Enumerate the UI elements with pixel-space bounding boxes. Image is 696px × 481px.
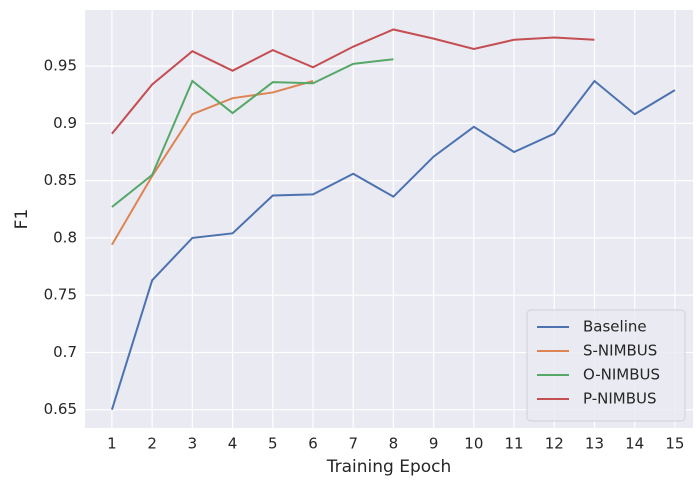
y-tick-label: 0.9 [53, 114, 77, 132]
x-tick-label: 10 [464, 435, 483, 453]
series-line [110, 79, 676, 410]
x-tick-label: 6 [308, 435, 318, 453]
legend-label: P-NIMBUS [583, 390, 657, 408]
x-axis-label: Training Epoch [326, 457, 452, 477]
x-tick-label: 8 [389, 435, 399, 453]
x-tick-label: 9 [429, 435, 439, 453]
x-tick-label: 4 [228, 435, 238, 453]
y-axis-label: F1 [12, 209, 32, 230]
x-tick-label: 5 [268, 435, 278, 453]
series-line [111, 80, 314, 246]
legend-label: Baseline [583, 318, 647, 336]
x-tick-label: 12 [545, 435, 564, 453]
y-tick-label: 0.85 [44, 171, 77, 189]
y-tick-label: 0.95 [44, 57, 77, 75]
y-tick-label: 0.8 [53, 228, 77, 246]
x-tick-label: 14 [625, 435, 644, 453]
y-tick-label: 0.65 [44, 400, 77, 418]
y-tick-label: 0.75 [44, 286, 77, 304]
x-tick-label: 1 [107, 435, 117, 453]
x-tick-label: 7 [348, 435, 358, 453]
series-line [111, 28, 595, 135]
x-tick-label: 2 [147, 435, 157, 453]
x-tick-label: 11 [505, 435, 524, 453]
x-tick-label: 13 [585, 435, 604, 453]
legend-box [526, 309, 686, 422]
legend-label: S-NIMBUS [583, 342, 657, 360]
y-tick-label: 0.7 [53, 343, 77, 361]
x-tick-label: 3 [188, 435, 198, 453]
legend-label: O-NIMBUS [583, 366, 660, 384]
x-tick-label: 15 [665, 435, 684, 453]
series-line [111, 58, 394, 208]
